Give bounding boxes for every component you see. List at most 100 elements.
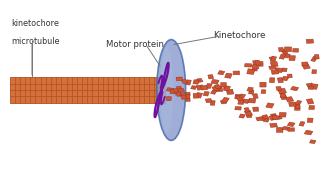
Bar	[279, 90, 285, 94]
Bar	[295, 100, 302, 105]
Bar	[276, 116, 282, 119]
Bar	[289, 102, 296, 106]
Bar	[261, 90, 266, 94]
Bar	[284, 47, 292, 52]
Bar	[253, 107, 259, 111]
Bar	[306, 99, 314, 104]
Bar	[210, 101, 215, 105]
Bar	[223, 86, 230, 91]
Ellipse shape	[160, 47, 173, 133]
Bar	[285, 97, 294, 102]
Bar	[253, 60, 259, 65]
Bar	[270, 61, 278, 67]
Bar	[269, 115, 276, 120]
Bar	[208, 75, 213, 79]
Bar	[278, 88, 286, 94]
Bar	[287, 122, 295, 127]
Bar	[246, 113, 252, 118]
Text: Kinetochore: Kinetochore	[213, 31, 265, 40]
Bar	[307, 118, 313, 123]
Bar	[200, 85, 208, 90]
Bar	[277, 78, 283, 83]
Bar	[10, 77, 165, 103]
Bar	[292, 48, 299, 52]
Bar	[281, 49, 288, 54]
Bar	[236, 95, 243, 100]
Bar	[252, 66, 258, 71]
Bar	[205, 99, 212, 103]
Bar	[247, 69, 255, 74]
Bar	[299, 122, 305, 126]
Bar	[195, 93, 203, 98]
Bar	[270, 114, 277, 118]
Bar	[289, 56, 295, 61]
Bar	[309, 105, 315, 109]
Bar	[185, 94, 190, 99]
Bar	[270, 123, 277, 127]
Bar	[302, 64, 310, 69]
Bar	[310, 84, 318, 89]
Bar	[280, 94, 286, 97]
Bar	[266, 103, 274, 108]
Bar	[278, 48, 284, 52]
Bar	[306, 39, 314, 43]
Bar	[282, 68, 287, 72]
Bar	[166, 96, 171, 101]
Bar	[170, 89, 176, 94]
Bar	[269, 78, 275, 83]
Bar	[216, 86, 223, 92]
Bar	[306, 83, 314, 88]
Bar	[288, 128, 295, 131]
Bar	[193, 80, 199, 84]
Bar	[176, 86, 182, 90]
Bar	[205, 83, 212, 89]
Bar	[181, 79, 188, 84]
Bar	[176, 77, 182, 81]
Bar	[283, 53, 290, 58]
Bar	[226, 89, 234, 94]
Bar	[212, 86, 220, 91]
Bar	[225, 73, 232, 78]
Bar	[193, 93, 198, 98]
Bar	[203, 91, 209, 96]
Bar	[211, 79, 219, 84]
Bar	[235, 94, 241, 99]
Bar	[175, 91, 183, 96]
Bar	[261, 116, 268, 121]
Bar	[247, 87, 253, 91]
Bar	[239, 94, 246, 98]
Bar	[308, 86, 314, 89]
Bar	[186, 97, 190, 102]
Bar	[258, 61, 263, 66]
Bar	[304, 130, 313, 135]
Bar	[243, 99, 249, 103]
Bar	[218, 71, 225, 75]
Bar	[269, 66, 276, 70]
Bar	[271, 70, 279, 74]
Bar	[263, 118, 269, 122]
Bar	[280, 95, 287, 100]
Bar	[214, 84, 221, 89]
Bar	[311, 56, 318, 62]
Bar	[275, 68, 283, 73]
Bar	[235, 107, 241, 110]
Bar	[279, 54, 286, 59]
Bar	[291, 86, 299, 91]
Bar	[252, 94, 258, 98]
Bar	[260, 82, 266, 87]
Text: kinetochore: kinetochore	[11, 19, 59, 28]
Bar	[279, 112, 286, 117]
Bar	[176, 92, 181, 96]
Bar	[255, 60, 261, 65]
Bar	[309, 140, 316, 144]
Bar	[256, 117, 263, 121]
Bar	[248, 98, 256, 103]
Bar	[262, 115, 269, 120]
Bar	[184, 92, 190, 96]
Bar	[244, 64, 252, 67]
Bar	[276, 127, 283, 132]
Bar	[186, 80, 191, 85]
Bar	[238, 99, 244, 104]
Bar	[272, 116, 278, 120]
Bar	[270, 56, 276, 62]
